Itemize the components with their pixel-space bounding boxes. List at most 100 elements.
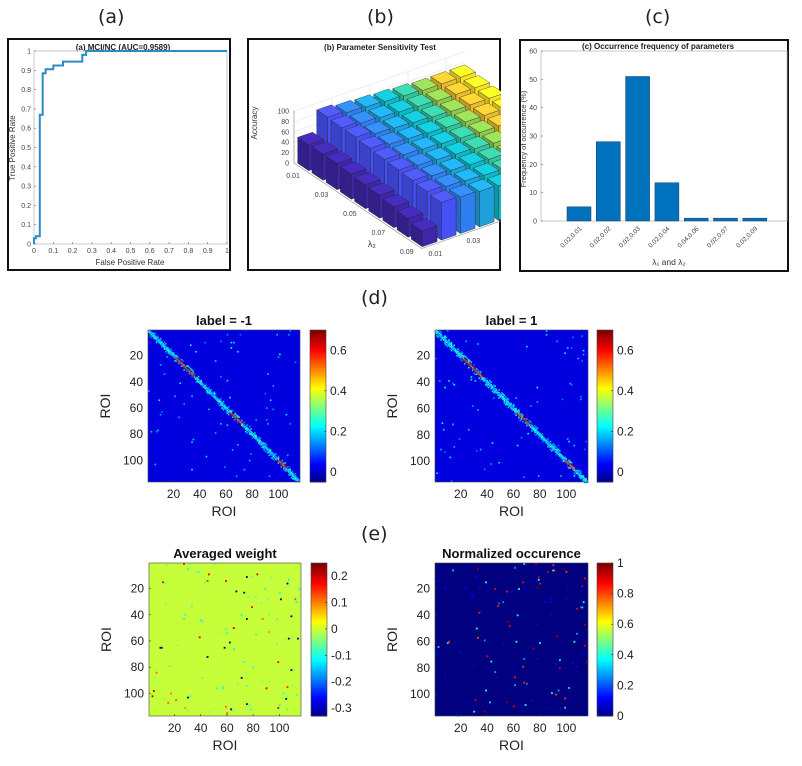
- heatmap-cell: [191, 369, 193, 371]
- heatmap-cell: [265, 446, 268, 449]
- heatmap-cell: [251, 606, 254, 609]
- colorbar-segment: [597, 476, 613, 480]
- colorbar-segment: [597, 570, 613, 574]
- heatmap-cell: [471, 366, 474, 369]
- heatmap-cell: [496, 391, 499, 394]
- heatmap-cell: [179, 361, 181, 363]
- heatmap-cell: [284, 467, 286, 470]
- colorbar-segment: [597, 665, 613, 669]
- heatmap-cell: [265, 449, 268, 451]
- heatmap-cell: [454, 349, 457, 352]
- heatmap-cell: [285, 413, 288, 416]
- heatmap-cell: [573, 475, 576, 477]
- heatmap-cell: [163, 344, 166, 346]
- heatmap-cell: [477, 568, 480, 571]
- heatmap-cell: [268, 451, 271, 454]
- colorbar-segment: [597, 421, 613, 425]
- heatmap-cell: [221, 631, 223, 633]
- heatmap-ytick-label: 60: [417, 634, 431, 648]
- heatmap-xtick-label: 40: [480, 721, 494, 735]
- heatmap-cell: [562, 460, 565, 463]
- heatmap-cell: [568, 461, 570, 464]
- colorbar-segment: [597, 370, 613, 374]
- heatmap-cell: [452, 347, 454, 349]
- b-lambda2-tick-label: 0.03: [315, 192, 329, 199]
- roc-xtick-label: 0.6: [145, 248, 155, 255]
- heatmap-cell: [485, 581, 487, 584]
- heatmap-cell: [234, 413, 236, 416]
- heatmap-cell: [556, 448, 558, 451]
- heatmap-cell: [523, 418, 525, 420]
- heatmap-cell: [503, 398, 506, 401]
- heatmap-cell: [241, 420, 243, 422]
- heatmap-cell: [499, 394, 502, 397]
- heatmap-cell: [458, 438, 461, 440]
- heatmap-cell: [155, 339, 158, 341]
- heatmap-cell: [558, 667, 561, 670]
- heatmap-cell: [450, 343, 453, 345]
- heatmap-cell: [493, 391, 495, 394]
- heatmap-cell: [214, 563, 217, 565]
- colorbar-segment: [597, 390, 613, 394]
- heatmap-cell: [522, 415, 524, 418]
- heatmap-cell: [242, 424, 244, 426]
- roc-xtick-label: 0.2: [68, 248, 78, 255]
- heatmap-cell: [457, 352, 459, 354]
- heatmap-cell: [269, 450, 272, 453]
- c-bar: [625, 76, 650, 222]
- colorbar-segment: [597, 362, 613, 366]
- heatmap-cell: [148, 390, 150, 392]
- heatmap-cell: [217, 399, 219, 401]
- heatmap-cell: [518, 410, 520, 412]
- heatmap-cell: [580, 476, 582, 478]
- heatmap-cell: [246, 424, 248, 426]
- heatmap-cell: [180, 364, 183, 366]
- heatmap-cell: [249, 708, 252, 711]
- heatmap-cell: [174, 360, 176, 362]
- heatmap-d2: label = 120 40 60 80 10020406080100ROIROI00.…: [384, 313, 634, 519]
- heatmap-cell: [471, 368, 474, 370]
- heatmap-cell: [250, 428, 252, 430]
- colorbar-segment: [310, 362, 326, 366]
- heatmap-cell: [573, 467, 576, 469]
- heatmap-xtick-label: 100: [556, 721, 576, 735]
- heatmap-cell: [514, 405, 516, 407]
- heatmap-cell: [267, 447, 269, 450]
- colorbar-segment: [311, 606, 327, 610]
- heatmap-cell: [441, 337, 444, 340]
- heatmap-cell: [549, 601, 552, 604]
- heatmap-ytick-label: 20: [417, 349, 431, 363]
- heatmap-cell: [582, 353, 585, 356]
- heatmap-cell: [465, 588, 468, 590]
- colorbar-segment: [310, 433, 326, 437]
- colorbar-segment: [597, 580, 613, 584]
- heatmap-cell: [188, 371, 191, 374]
- heatmap-cell: [264, 587, 267, 590]
- heatmap-cell: [265, 687, 268, 690]
- colorbar-segment: [310, 365, 326, 369]
- heatmap-cell: [500, 391, 503, 394]
- heatmap-cell: [460, 353, 462, 356]
- heatmap-cell: [272, 458, 274, 460]
- heatmap-cell: [547, 570, 549, 573]
- colorbar-segment: [597, 352, 613, 356]
- heatmap-cell: [444, 340, 446, 343]
- heatmap-cell: [577, 471, 579, 473]
- heatmap-cell: [452, 423, 454, 426]
- b-bar-top: [496, 144, 501, 150]
- colorbar-segment: [597, 393, 613, 397]
- heatmap-cell: [280, 462, 282, 464]
- heatmap-cell: [540, 438, 543, 440]
- heatmap-cell: [533, 431, 536, 434]
- colorbar-segment: [597, 385, 613, 389]
- heatmap-cell: [176, 360, 179, 362]
- colorbar-segment: [311, 624, 327, 628]
- heatmap-cell: [218, 399, 221, 401]
- heatmap-cell: [276, 458, 278, 460]
- heatmap-cell: [507, 403, 510, 406]
- heatmap-cell: [290, 669, 293, 671]
- colorbar-segment: [597, 332, 613, 336]
- heatmap-cell: [473, 710, 476, 713]
- heatmap-cell: [186, 370, 188, 373]
- colorbar-segment: [310, 340, 326, 344]
